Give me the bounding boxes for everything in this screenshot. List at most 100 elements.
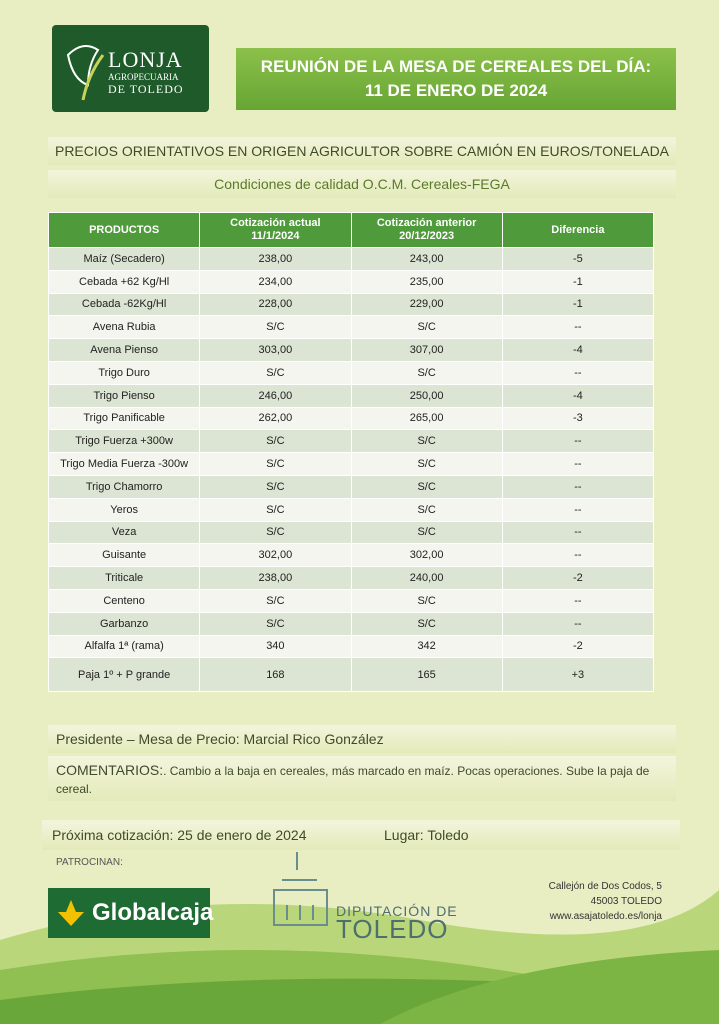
table-cell: S/C — [199, 474, 352, 499]
table-cell: 165 — [350, 657, 503, 693]
table-cell: -- — [501, 429, 655, 454]
table-cell: S/C — [350, 429, 503, 454]
table-cell: -- — [501, 474, 655, 499]
table-cell: Garbanzo — [47, 611, 201, 636]
sponsors-label: PATROCINAN: — [56, 857, 123, 868]
table-cell: 238,00 — [199, 247, 352, 271]
table-cell: 340 — [199, 634, 352, 659]
table-cell: -3 — [501, 406, 655, 431]
table-row: Trigo Fuerza +300w S/C S/C -- — [47, 429, 655, 454]
column-header: Diferencia — [501, 212, 655, 248]
table-cell: 229,00 — [350, 292, 503, 317]
table-cell: S/C — [350, 315, 503, 340]
column-date: 11/1/2024 — [251, 230, 300, 242]
title-banner: REUNIÓN DE LA MESA DE CEREALES DEL DÍA: … — [236, 48, 676, 110]
table-cell: 246,00 — [199, 383, 352, 408]
table-cell: 302,00 — [199, 543, 352, 568]
price-table: PRODUCTOS Cotización actual 11/1/2024 Cotiz… — [47, 212, 655, 693]
table-cell: -- — [501, 452, 655, 476]
table-row: Cebada +62 Kg/Hl 234,00 235,00 -1 — [47, 269, 655, 294]
table-cell: -4 — [501, 338, 655, 362]
table-cell: S/C — [350, 520, 503, 545]
table-cell: 238,00 — [199, 566, 352, 590]
column-title: Cotización actual — [230, 217, 321, 229]
table-row: Maíz (Secadero) 238,00 243,00 -5 — [47, 247, 655, 271]
table-row: Trigo Panificable 262,00 265,00 -3 — [47, 406, 655, 431]
table-cell: Trigo Duro — [47, 360, 201, 385]
table-row: Centeno S/C S/C -- — [47, 588, 655, 613]
table-cell: 240,00 — [350, 566, 503, 590]
table-row: Yeros S/C S/C -- — [47, 497, 655, 522]
table-cell: 262,00 — [199, 406, 352, 431]
table-cell: Trigo Panificable — [47, 406, 201, 431]
table-cell: S/C — [199, 588, 352, 613]
table-row: Cebada -62Kg/Hl 228,00 229,00 -1 — [47, 292, 655, 317]
table-cell: -- — [501, 588, 655, 613]
column-title: Diferencia — [551, 223, 605, 236]
table-cell: -- — [501, 611, 655, 636]
table-row: Paja 1º + P grande 168 165 +3 — [47, 657, 655, 693]
table-cell: -4 — [501, 383, 655, 408]
table-cell: Avena Pienso — [47, 338, 201, 362]
globalcaja-icon — [58, 900, 84, 926]
column-header: Cotización actual 11/1/2024 — [199, 212, 352, 248]
table-cell: 228,00 — [199, 292, 352, 317]
table-cell: 302,00 — [350, 543, 503, 568]
table-cell: S/C — [199, 611, 352, 636]
table-cell: -- — [501, 315, 655, 340]
address-line: Callejón de Dos Codos, 5 — [548, 881, 662, 892]
table-cell: Trigo Pienso — [47, 383, 201, 408]
table-cell: Triticale — [47, 566, 201, 590]
title: REUNIÓN DE LA MESA DE CEREALES DEL DÍA: — [260, 57, 652, 76]
table-row: Trigo Pienso 246,00 250,00 -4 — [47, 383, 655, 408]
table-cell: S/C — [199, 429, 352, 454]
table-cell: Trigo Chamorro — [47, 474, 201, 499]
logo: LONJA AGROPECUARIA DE TOLEDO — [52, 25, 209, 112]
table-cell: S/C — [350, 452, 503, 476]
table-cell: Trigo Media Fuerza -300w — [47, 452, 201, 476]
table-cell: 303,00 — [199, 338, 352, 362]
table-row: Guisante 302,00 302,00 -- — [47, 543, 655, 568]
table-cell: Paja 1º + P grande — [47, 657, 201, 693]
table-cell: S/C — [199, 497, 352, 522]
globalcaja-text: Globalcaja — [92, 899, 214, 926]
table-cell: 307,00 — [350, 338, 503, 362]
diputacion-line: DIPUTACIÓN DE — [336, 903, 458, 919]
table-cell: -- — [501, 520, 655, 545]
table-cell: Alfalfa 1ª (rama) — [47, 634, 201, 659]
table-cell: S/C — [199, 360, 352, 385]
table-cell: S/C — [350, 497, 503, 522]
table-cell: Trigo Fuerza +300w — [47, 429, 201, 454]
address-line: www.asajatoledo.es/lonja — [549, 911, 662, 922]
logo-line: AGROPECUARIA — [108, 72, 179, 82]
table-cell: Cebada +62 Kg/Hl — [47, 269, 201, 294]
table-cell: Cebada -62Kg/Hl — [47, 292, 201, 317]
table-cell: -- — [501, 543, 655, 568]
conditions: Condiciones de calidad O.C.M. Cereales-F… — [48, 170, 676, 198]
table-cell: -5 — [501, 247, 655, 271]
table-cell: S/C — [199, 520, 352, 545]
table-cell: S/C — [350, 611, 503, 636]
globalcaja-logo: Globalcaja — [48, 888, 214, 938]
table-row: Trigo Media Fuerza -300w S/C S/C -- — [47, 452, 655, 476]
table-row: Alfalfa 1ª (rama) 340 342 -2 — [47, 634, 655, 659]
table-cell: S/C — [199, 452, 352, 476]
column-header: Cotización anterior 20/12/2023 — [350, 212, 503, 248]
table-cell: 168 — [199, 657, 352, 693]
table-cell: S/C — [350, 360, 503, 385]
table-row: Garbanzo S/C S/C -- — [47, 611, 655, 636]
table-row: Trigo Chamorro S/C S/C -- — [47, 474, 655, 499]
table-cell: Centeno — [47, 588, 201, 613]
column-title: PRODUCTOS — [89, 223, 160, 236]
column-header: PRODUCTOS — [47, 212, 201, 248]
table-cell: +3 — [501, 657, 655, 693]
comments: COMENTARIOS:. Cambio a la baja en cereal… — [48, 756, 676, 801]
column-date: 20/12/2023 — [399, 230, 455, 242]
logo-icon — [66, 45, 105, 101]
column-title: Cotización anterior — [376, 217, 477, 229]
diputacion-icon — [273, 852, 328, 926]
comments-text: . Cambio a la baja en cereales, más marc… — [56, 764, 650, 796]
table-cell: S/C — [350, 588, 503, 613]
table-cell: 235,00 — [350, 269, 503, 294]
table-cell: -- — [501, 497, 655, 522]
